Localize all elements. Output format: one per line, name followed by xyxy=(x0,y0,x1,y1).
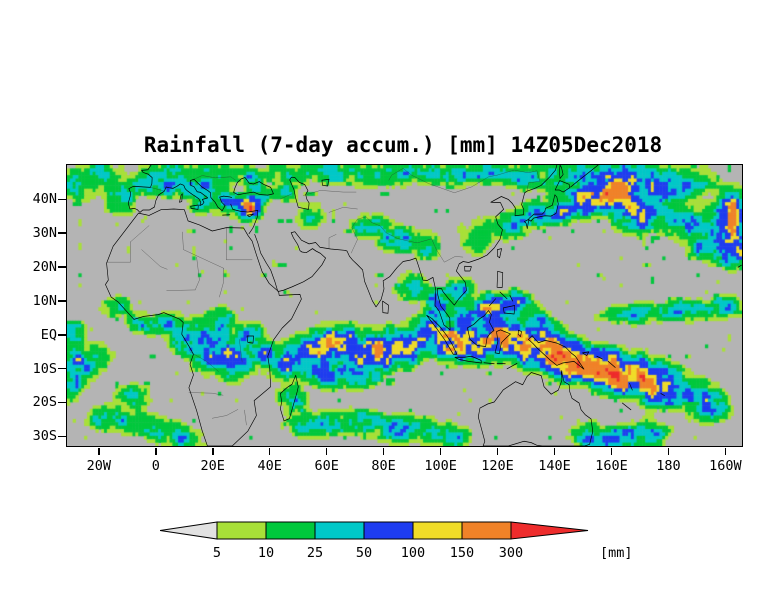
lat-label-10S: 10S xyxy=(32,360,57,377)
legend-threshold-label-150: 150 xyxy=(450,545,474,561)
legend-swatch-10-25 xyxy=(265,521,316,540)
legend-threshold-label-300: 300 xyxy=(499,545,523,561)
lon-label-180: 180 xyxy=(656,458,681,474)
lat-tick-10N xyxy=(58,300,66,302)
lat-tick-10S xyxy=(58,367,66,370)
legend-above-max-arrow xyxy=(510,521,589,540)
lon-tick-60E xyxy=(325,448,328,455)
rainfall-heatmap-canvas xyxy=(67,165,742,446)
lon-label-0: 0 xyxy=(151,458,160,474)
lat-label-20S: 20S xyxy=(32,394,57,411)
map-overlay xyxy=(105,165,742,446)
legend-swatch-5-10 xyxy=(216,521,267,540)
lon-label-40E: 40E xyxy=(257,458,282,474)
coastlines xyxy=(105,165,742,446)
legend-threshold-label-50: 50 xyxy=(356,545,372,561)
legend-swatch-25-50 xyxy=(314,521,365,540)
legend-below-min-arrow xyxy=(160,521,218,540)
lon-tick-20W xyxy=(98,448,100,455)
lon-tick-160W xyxy=(724,448,727,455)
lon-label-20W: 20W xyxy=(86,458,112,474)
legend-colorbar: 5 10 25 50 100 150 300 [mm] xyxy=(160,521,660,567)
map-frame xyxy=(66,164,743,447)
lon-label-160W: 160W xyxy=(709,458,742,474)
lon-tick-140E xyxy=(553,448,556,455)
legend-threshold-label-10: 10 xyxy=(258,545,274,561)
lon-label-120E: 120E xyxy=(481,458,514,474)
lat-label-30N: 30N xyxy=(32,225,57,242)
legend-threshold-label-25: 25 xyxy=(307,545,323,561)
lon-label-20E: 20E xyxy=(200,458,225,474)
lat-tick-40N xyxy=(58,198,66,201)
lon-tick-40E xyxy=(268,448,271,455)
lon-label-60E: 60E xyxy=(314,458,339,474)
lon-tick-160E xyxy=(610,448,613,455)
lon-tick-120E xyxy=(496,448,499,455)
plot-title: Rainfall (7-day accum.) [mm] 14Z05Dec201… xyxy=(143,133,663,157)
lon-label-160E: 160E xyxy=(595,458,628,474)
legend-swatch-50-100 xyxy=(363,521,414,540)
lon-label-140E: 140E xyxy=(538,458,571,474)
legend-unit-label: [mm] xyxy=(600,545,633,561)
lat-label-10N: 10N xyxy=(32,292,57,309)
lon-tick-20E xyxy=(212,448,214,455)
legend-swatch-100-150 xyxy=(412,521,463,540)
lon-tick-100E xyxy=(439,448,442,455)
lon-tick-80E xyxy=(382,448,385,455)
lat-tick-20N xyxy=(58,266,66,268)
lon-label-100E: 100E xyxy=(424,458,457,474)
legend-threshold-label-100: 100 xyxy=(401,545,425,561)
lat-label-EQ: EQ xyxy=(40,326,57,343)
lat-label-30S: 30S xyxy=(32,428,57,445)
lon-label-80E: 80E xyxy=(371,458,396,474)
legend-threshold-label-5: 5 xyxy=(213,545,221,561)
country-borders xyxy=(106,168,540,426)
legend-swatch-150-300 xyxy=(461,521,512,540)
lat-tick-20S xyxy=(58,401,66,404)
lon-tick-180 xyxy=(667,448,670,455)
lat-tick-30S xyxy=(58,435,66,438)
legend-colorbar-svg: 5 10 25 50 100 150 300 [mm] xyxy=(160,521,633,561)
lat-label-40N: 40N xyxy=(32,191,57,208)
lat-tick-30N xyxy=(58,232,66,234)
lat-label-20N: 20N xyxy=(32,259,57,276)
lon-tick-0 xyxy=(155,448,157,455)
lat-tick-EQ xyxy=(58,334,66,336)
